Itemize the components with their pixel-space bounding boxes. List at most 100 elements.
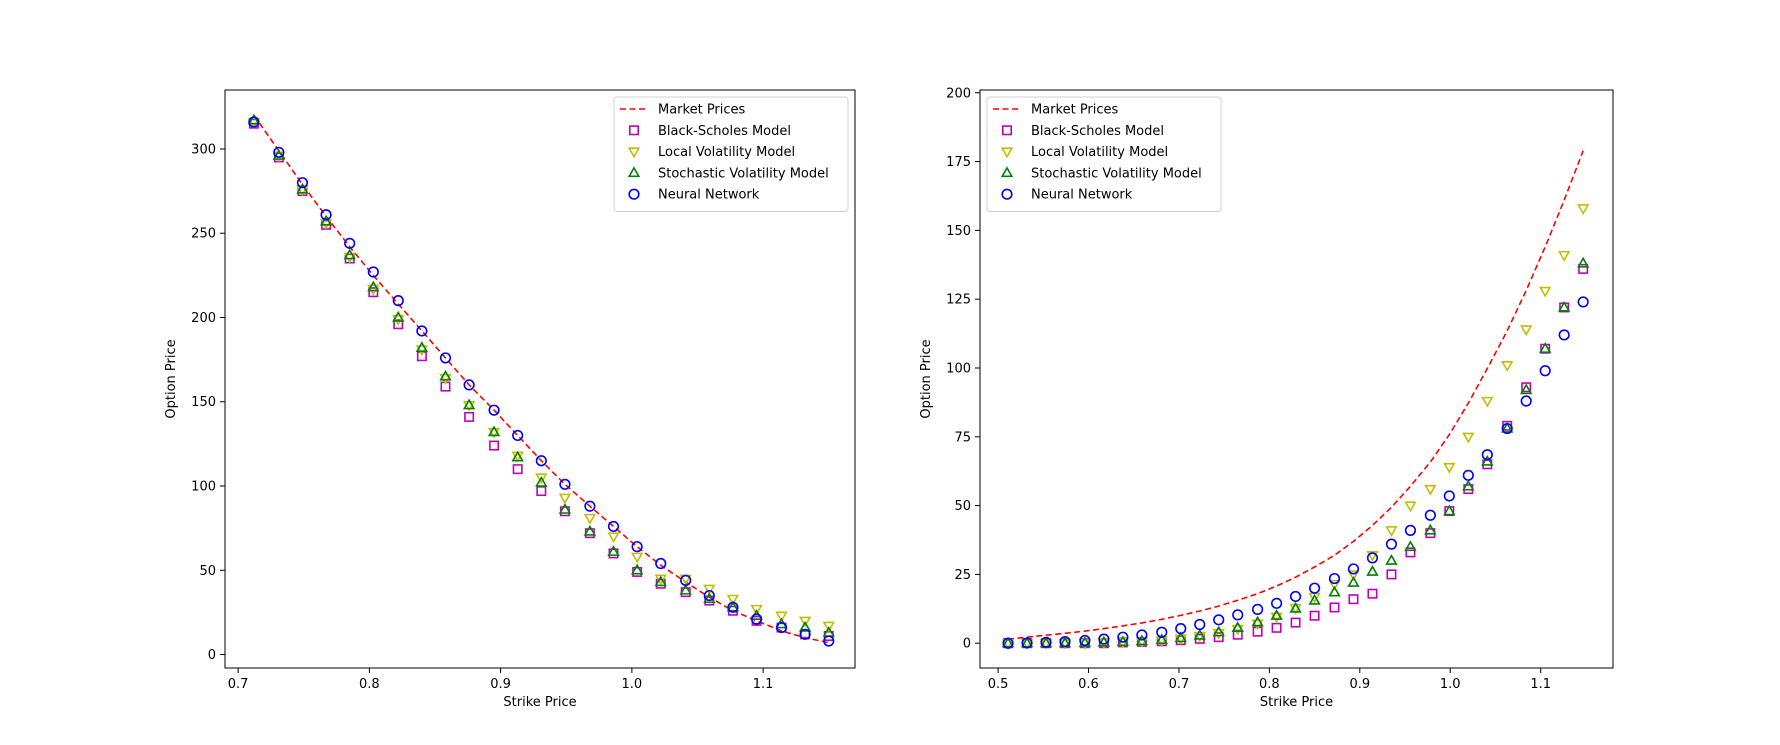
legend-marker-swatch [1000, 166, 1014, 178]
data-point [1366, 550, 1379, 562]
data-point [799, 628, 811, 640]
y-tick-label: 300 [191, 142, 216, 157]
data-point [512, 429, 524, 442]
y-axis-label: Option Price [164, 339, 179, 418]
data-point [558, 502, 572, 514]
data-point [367, 280, 380, 292]
data-point [1213, 632, 1224, 643]
data-point [1404, 524, 1417, 536]
data-point [296, 182, 309, 194]
data-point [1155, 633, 1168, 645]
data-point [1212, 628, 1225, 640]
data-point [1231, 621, 1244, 633]
legend-marker-swatch [1001, 188, 1013, 200]
series-black-scholes-model [1003, 263, 1589, 649]
legend-entry-label: Black-Scholes Model [658, 124, 791, 139]
data-point [415, 341, 429, 353]
data-point [1501, 361, 1514, 372]
data-point [415, 345, 429, 357]
data-point [1001, 636, 1015, 648]
x-tick-label: 0.6 [1078, 677, 1099, 692]
data-point [1213, 614, 1225, 626]
data-point [1557, 250, 1571, 262]
data-point [1578, 263, 1589, 274]
data-point [558, 493, 572, 505]
data-point [1462, 469, 1474, 481]
data-point [703, 584, 716, 596]
legend: Market Prices Black-Scholes Model Local Vo… [613, 96, 849, 212]
x-axis-label: Strike Price [1260, 695, 1333, 710]
data-point [1251, 615, 1264, 627]
legend-entry-label: Stochastic Volatility Model [1031, 166, 1202, 181]
data-point [1156, 626, 1168, 638]
data-point [1116, 637, 1130, 649]
data-point [1135, 637, 1149, 648]
data-point [1520, 383, 1533, 395]
data-point [1021, 637, 1033, 649]
data-point [1289, 590, 1302, 603]
data-point [344, 237, 356, 249]
data-point [1577, 296, 1589, 308]
data-point [1040, 636, 1052, 649]
series-local-volatility-model [1001, 204, 1590, 650]
legend-marker-swatch [1000, 147, 1014, 159]
data-point [319, 214, 333, 226]
data-point [583, 524, 597, 536]
data-point [1348, 594, 1359, 605]
data-point [654, 574, 667, 586]
legend-marker-swatch [1001, 125, 1012, 136]
data-point [1405, 547, 1416, 558]
data-point [775, 621, 788, 634]
data-point [1462, 432, 1475, 444]
legend-entry-label: Market Prices [658, 103, 746, 118]
legend-marker-swatch [628, 188, 640, 200]
data-point [630, 552, 644, 564]
series-neural-network [248, 116, 835, 647]
data-point [462, 398, 476, 410]
data-point [1481, 454, 1494, 466]
data-point [296, 177, 309, 189]
data-point [487, 425, 501, 437]
data-point [368, 287, 379, 298]
data-point [1175, 623, 1187, 635]
x-tick-label: 0.5 [988, 677, 1009, 692]
y-tick-label: 125 [946, 293, 971, 308]
x-tick-label: 0.9 [1349, 677, 1370, 692]
market-price-line [1007, 150, 1584, 640]
data-point [583, 513, 597, 525]
data-point [1443, 462, 1456, 474]
data-point [1271, 622, 1282, 633]
data-point [1385, 526, 1398, 537]
data-point [607, 520, 620, 533]
data-point [798, 616, 812, 628]
data-point [439, 369, 452, 381]
data-point [343, 248, 356, 260]
data-point [1424, 484, 1437, 496]
x-tick-label: 0.7 [228, 677, 249, 692]
data-point [775, 611, 788, 623]
data-point [1347, 563, 1360, 575]
data-point [750, 613, 763, 625]
legend-entry-label: Local Volatility Model [1031, 145, 1168, 160]
x-tick-label: 0.7 [1169, 677, 1190, 692]
data-point [1366, 552, 1379, 564]
data-point [1424, 523, 1437, 535]
data-point [1328, 585, 1341, 597]
data-point [1329, 602, 1340, 613]
right-chart-panel: 0.5 0.6 0.7 0.8 0.9 1.0 1.1 0 25 50 75 100 125 150 175… [919, 86, 1614, 710]
data-point [1002, 637, 1014, 649]
data-point [631, 541, 643, 553]
x-tick-label: 1.1 [1530, 677, 1551, 692]
data-point [680, 574, 692, 586]
data-point [392, 310, 405, 322]
data-point [1252, 603, 1264, 615]
data-point [798, 620, 812, 632]
y-tick-label: 200 [191, 311, 216, 326]
data-point [320, 209, 332, 221]
data-point [727, 601, 739, 613]
data-point [1521, 382, 1532, 393]
legend-entry-label: Neural Network [1031, 188, 1133, 203]
data-point [392, 295, 404, 307]
x-tick-label: 0.9 [490, 677, 511, 692]
